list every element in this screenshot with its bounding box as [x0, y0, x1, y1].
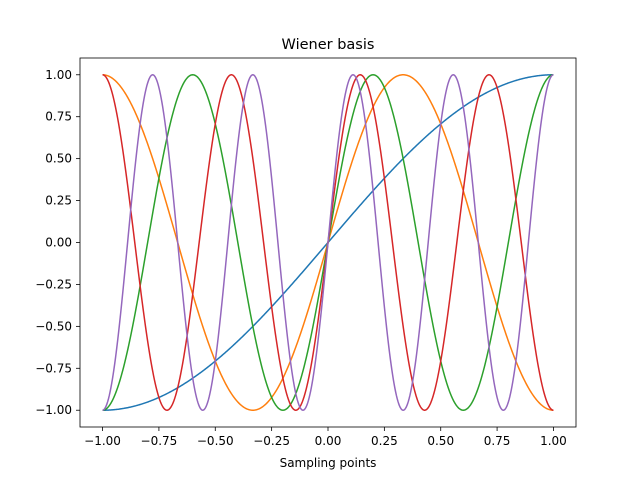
y-tick-label: 1.00	[45, 68, 72, 82]
x-axis-label: Sampling points	[280, 456, 377, 470]
x-tick-label: 0.00	[315, 434, 342, 448]
x-tick-label: −1.00	[84, 434, 121, 448]
x-tick-label: −0.75	[141, 434, 178, 448]
x-tick-label: 0.25	[371, 434, 398, 448]
series-line-5	[102, 74, 554, 411]
axes-layer: −1.00 −0.75 −0.50 −0.25 0.00 0.25 0.50 0.75 1.00…	[35, 57, 577, 448]
x-tick-label: 1.00	[540, 434, 567, 448]
x-tick-label: −0.25	[253, 434, 290, 448]
chart-title: Wiener basis	[282, 37, 375, 53]
x-tick-label: −0.50	[197, 434, 234, 448]
y-tick-label: −0.25	[35, 277, 72, 291]
y-tick-label: 0.75	[45, 110, 72, 124]
series-layer	[102, 74, 554, 411]
y-tick-label: 0.50	[45, 152, 72, 166]
y-tick-label: −0.50	[35, 319, 72, 333]
x-tick-label: 0.50	[427, 434, 454, 448]
y-tick-label: −1.00	[35, 403, 72, 417]
y-tick-label: −0.75	[35, 361, 72, 375]
y-tick-label: 0.00	[45, 236, 72, 250]
x-tick-label: 0.75	[484, 434, 511, 448]
y-tick-label: 0.25	[45, 194, 72, 208]
